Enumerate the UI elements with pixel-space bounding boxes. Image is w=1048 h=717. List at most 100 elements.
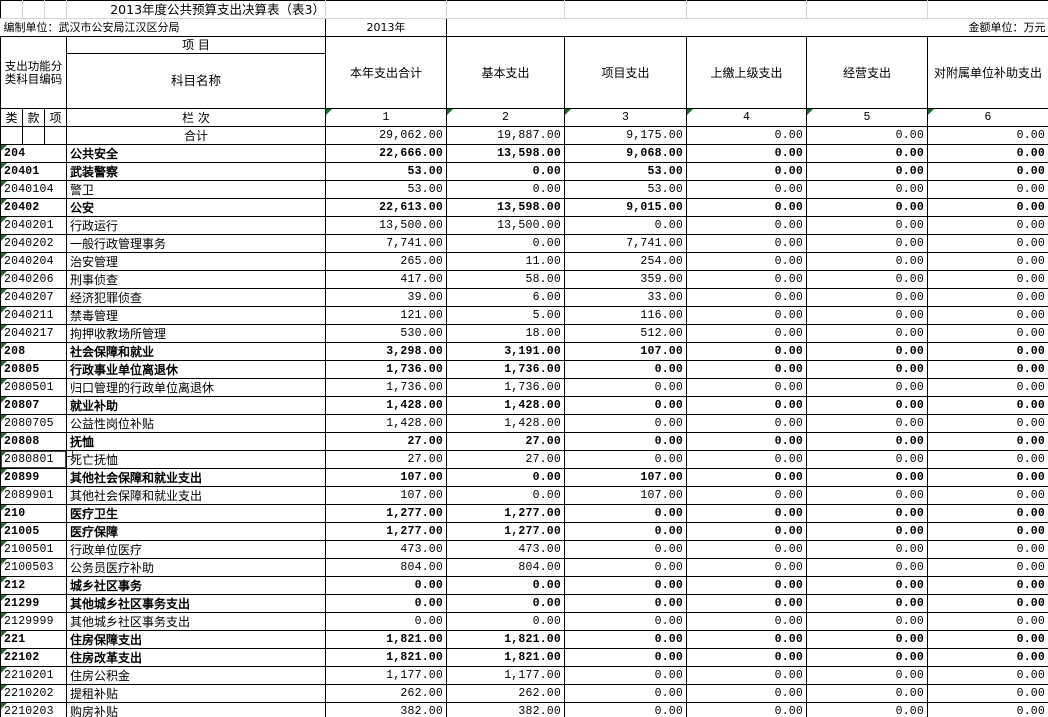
- row-value-6[interactable]: 0.00: [927, 360, 1048, 379]
- row-value-3[interactable]: 0.00: [564, 684, 687, 703]
- row-code[interactable]: 20807: [0, 396, 67, 415]
- row-code[interactable]: 210: [0, 504, 67, 523]
- row-subject-name[interactable]: 提租补贴: [66, 684, 326, 703]
- row-value-2[interactable]: 0.00: [446, 612, 565, 631]
- row-code[interactable]: 20808: [0, 432, 67, 451]
- row-value-5[interactable]: 0.00: [806, 702, 928, 717]
- code-group-header[interactable]: 支出功能分类科目编码: [0, 36, 67, 109]
- row-value-4[interactable]: 0.00: [686, 252, 807, 271]
- row-value-4[interactable]: 0.00: [686, 522, 807, 541]
- row-value-4[interactable]: 0.00: [686, 612, 807, 631]
- column-number-5[interactable]: 5: [806, 108, 928, 127]
- row-code[interactable]: 2040202: [0, 234, 67, 253]
- row-code[interactable]: 2040207: [0, 288, 67, 307]
- row-value-5[interactable]: 0.00: [806, 630, 928, 649]
- row-code[interactable]: 2040104: [0, 180, 67, 199]
- row-value-2[interactable]: 0.00: [446, 180, 565, 199]
- row-value-6[interactable]: 0.00: [927, 558, 1048, 577]
- code-part-header-kuan[interactable]: 款: [22, 108, 45, 127]
- row-value-1[interactable]: 0.00: [325, 612, 447, 631]
- row-value-1[interactable]: 1,736.00: [325, 378, 447, 397]
- row-value-2[interactable]: 13,598.00: [446, 144, 565, 163]
- row-value-5[interactable]: 0.00: [806, 666, 928, 685]
- row-value-6[interactable]: 0.00: [927, 234, 1048, 253]
- row-code[interactable]: 2080501: [0, 378, 67, 397]
- row-code[interactable]: 208: [0, 342, 67, 361]
- row-value-5[interactable]: 0.00: [806, 270, 928, 289]
- row-value-5[interactable]: 0.00: [806, 540, 928, 559]
- row-value-3[interactable]: 0.00: [564, 522, 687, 541]
- row-code[interactable]: 2210201: [0, 666, 67, 685]
- column-number-1[interactable]: 1: [325, 108, 447, 127]
- row-value-2[interactable]: 0.00: [446, 162, 565, 181]
- grid-cell-blank[interactable]: [22, 126, 45, 145]
- row-value-5[interactable]: 0.00: [806, 486, 928, 505]
- row-value-6[interactable]: 0.00: [927, 648, 1048, 667]
- total-value-5[interactable]: 0.00: [806, 126, 928, 145]
- row-value-3[interactable]: 0.00: [564, 396, 687, 415]
- row-value-1[interactable]: 804.00: [325, 558, 447, 577]
- column-number-4[interactable]: 4: [686, 108, 807, 127]
- row-value-1[interactable]: 53.00: [325, 180, 447, 199]
- row-value-1[interactable]: 1,821.00: [325, 648, 447, 667]
- row-value-2[interactable]: 0.00: [446, 576, 565, 595]
- report-title[interactable]: 2013年度公共预算支出决算表（表3）: [66, 0, 326, 19]
- row-value-1[interactable]: 22,613.00: [325, 198, 447, 217]
- row-value-2[interactable]: 1,821.00: [446, 648, 565, 667]
- row-subject-name[interactable]: 治安管理: [66, 252, 326, 271]
- row-value-6[interactable]: 0.00: [927, 522, 1048, 541]
- row-value-6[interactable]: 0.00: [927, 306, 1048, 325]
- row-code[interactable]: 2080801: [0, 450, 67, 469]
- row-value-4[interactable]: 0.00: [686, 414, 807, 433]
- row-value-5[interactable]: 0.00: [806, 180, 928, 199]
- row-subject-name[interactable]: 抚恤: [66, 432, 326, 451]
- row-value-5[interactable]: 0.00: [806, 576, 928, 595]
- row-value-2[interactable]: 382.00: [446, 702, 565, 717]
- row-value-4[interactable]: 0.00: [686, 468, 807, 487]
- row-subject-name[interactable]: 城乡社区事务: [66, 576, 326, 595]
- row-value-6[interactable]: 0.00: [927, 216, 1048, 235]
- row-code[interactable]: 204: [0, 144, 67, 163]
- row-code[interactable]: 2040201: [0, 216, 67, 235]
- row-subject-name[interactable]: 拘押收教场所管理: [66, 324, 326, 343]
- row-value-3[interactable]: 0.00: [564, 432, 687, 451]
- column-number-6[interactable]: 6: [927, 108, 1048, 127]
- prepared-by-label[interactable]: 编制单位：武汉市公安局江汉区分局: [0, 18, 326, 37]
- row-value-1[interactable]: 1,428.00: [325, 414, 447, 433]
- row-value-3[interactable]: 107.00: [564, 468, 687, 487]
- row-value-3[interactable]: 107.00: [564, 342, 687, 361]
- row-value-1[interactable]: 0.00: [325, 594, 447, 613]
- row-value-2[interactable]: 1,821.00: [446, 630, 565, 649]
- grid-cell-blank[interactable]: [22, 0, 45, 19]
- grid-cell-blank[interactable]: [446, 0, 565, 19]
- row-subject-name[interactable]: 归口管理的行政单位离退休: [66, 378, 326, 397]
- row-value-6[interactable]: 0.00: [927, 288, 1048, 307]
- row-value-5[interactable]: 0.00: [806, 684, 928, 703]
- row-value-4[interactable]: 0.00: [686, 630, 807, 649]
- row-subject-name[interactable]: 武装警察: [66, 162, 326, 181]
- column-number-2[interactable]: 2: [446, 108, 565, 127]
- row-value-4[interactable]: 0.00: [686, 180, 807, 199]
- row-value-2[interactable]: 0.00: [446, 594, 565, 613]
- row-value-6[interactable]: 0.00: [927, 612, 1048, 631]
- row-subject-name[interactable]: 医疗保障: [66, 522, 326, 541]
- row-value-3[interactable]: 0.00: [564, 504, 687, 523]
- row-value-5[interactable]: 0.00: [806, 288, 928, 307]
- row-value-6[interactable]: 0.00: [927, 576, 1048, 595]
- row-value-6[interactable]: 0.00: [927, 342, 1048, 361]
- row-value-4[interactable]: 0.00: [686, 648, 807, 667]
- row-value-2[interactable]: 11.00: [446, 252, 565, 271]
- row-value-3[interactable]: 254.00: [564, 252, 687, 271]
- row-value-2[interactable]: 1,428.00: [446, 396, 565, 415]
- row-code[interactable]: 221: [0, 630, 67, 649]
- row-value-1[interactable]: 1,277.00: [325, 522, 447, 541]
- row-value-2[interactable]: 5.00: [446, 306, 565, 325]
- column-header-1[interactable]: 本年支出合计: [325, 36, 447, 109]
- row-value-4[interactable]: 0.00: [686, 162, 807, 181]
- row-value-5[interactable]: 0.00: [806, 414, 928, 433]
- row-value-4[interactable]: 0.00: [686, 234, 807, 253]
- row-value-3[interactable]: 0.00: [564, 630, 687, 649]
- column-number-3[interactable]: 3: [564, 108, 687, 127]
- row-value-2[interactable]: 18.00: [446, 324, 565, 343]
- row-value-4[interactable]: 0.00: [686, 576, 807, 595]
